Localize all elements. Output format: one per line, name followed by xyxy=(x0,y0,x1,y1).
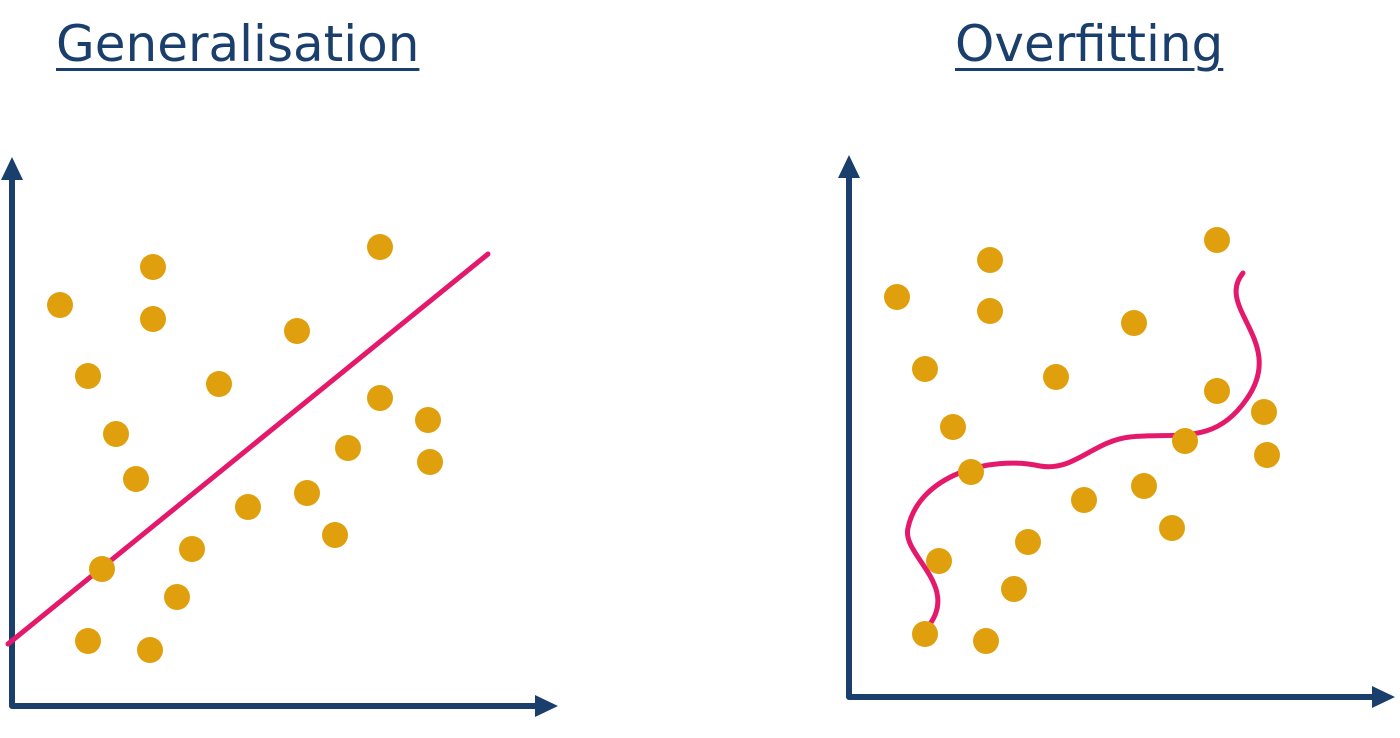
generalisation-point-5 xyxy=(103,421,129,447)
generalisation-axes xyxy=(9,165,550,709)
overfitting-point-11 xyxy=(1251,399,1277,425)
generalisation-y-arrowhead xyxy=(1,157,23,180)
generalisation-point-2 xyxy=(140,254,166,280)
generalisation-point-9 xyxy=(367,234,393,260)
overfit-curve xyxy=(905,270,1262,631)
overfitting-point-10 xyxy=(1204,378,1230,404)
generalisation-x-arrowhead xyxy=(535,695,558,717)
overfitting-point-21 xyxy=(973,628,999,654)
generalisation-points xyxy=(47,234,443,663)
generalisation-point-3 xyxy=(140,306,166,332)
generalisation-point-7 xyxy=(206,371,232,397)
generalisation-point-4 xyxy=(75,363,101,389)
generalisation-point-17 xyxy=(179,536,205,562)
linear-fit-line xyxy=(5,251,491,647)
overfitting-y-arrowhead xyxy=(838,155,860,178)
overfitting-title: Overfitting xyxy=(955,15,1224,73)
generalisation-point-21 xyxy=(137,637,163,663)
overfitting-point-6 xyxy=(958,459,984,485)
overfitting-point-14 xyxy=(1131,473,1157,499)
overfitting-point-13 xyxy=(1172,428,1198,454)
generalisation-point-8 xyxy=(284,318,310,344)
generalisation-panel xyxy=(1,157,558,717)
generalisation-point-13 xyxy=(335,435,361,461)
overfitting-point-3 xyxy=(977,298,1003,324)
overfitting-point-8 xyxy=(1121,310,1147,336)
generalisation-point-18 xyxy=(89,556,115,582)
generalisation-point-1 xyxy=(47,292,73,318)
overfitting-point-20 xyxy=(912,621,938,647)
overfitting-points xyxy=(884,227,1280,654)
overfitting-point-16 xyxy=(1159,515,1185,541)
generalisation-point-19 xyxy=(164,584,190,610)
overfitting-point-2 xyxy=(977,247,1003,273)
generalisation-point-16 xyxy=(322,522,348,548)
overfitting-point-18 xyxy=(926,548,952,574)
generalisation-point-20 xyxy=(75,628,101,654)
overfitting-point-7 xyxy=(1043,364,1069,390)
overfitting-axes xyxy=(846,163,1387,700)
generalisation-point-6 xyxy=(123,466,149,492)
generalisation-point-12 xyxy=(417,449,443,475)
overfitting-point-19 xyxy=(1001,576,1027,602)
overfitting-point-15 xyxy=(1071,487,1097,513)
overfitting-point-5 xyxy=(940,414,966,440)
overfitting-point-4 xyxy=(912,356,938,382)
overfitting-point-17 xyxy=(1015,529,1041,555)
generalisation-point-11 xyxy=(415,407,441,433)
generalisation-point-10 xyxy=(367,385,393,411)
overfitting-point-12 xyxy=(1254,442,1280,468)
overfitting-x-arrowhead xyxy=(1372,686,1395,708)
generalisation-point-14 xyxy=(294,480,320,506)
overfitting-point-1 xyxy=(884,284,910,310)
overfitting-panel xyxy=(838,155,1395,708)
generalisation-title: Generalisation xyxy=(56,15,420,73)
overfitting-point-9 xyxy=(1204,227,1230,253)
generalisation-point-15 xyxy=(235,494,261,520)
